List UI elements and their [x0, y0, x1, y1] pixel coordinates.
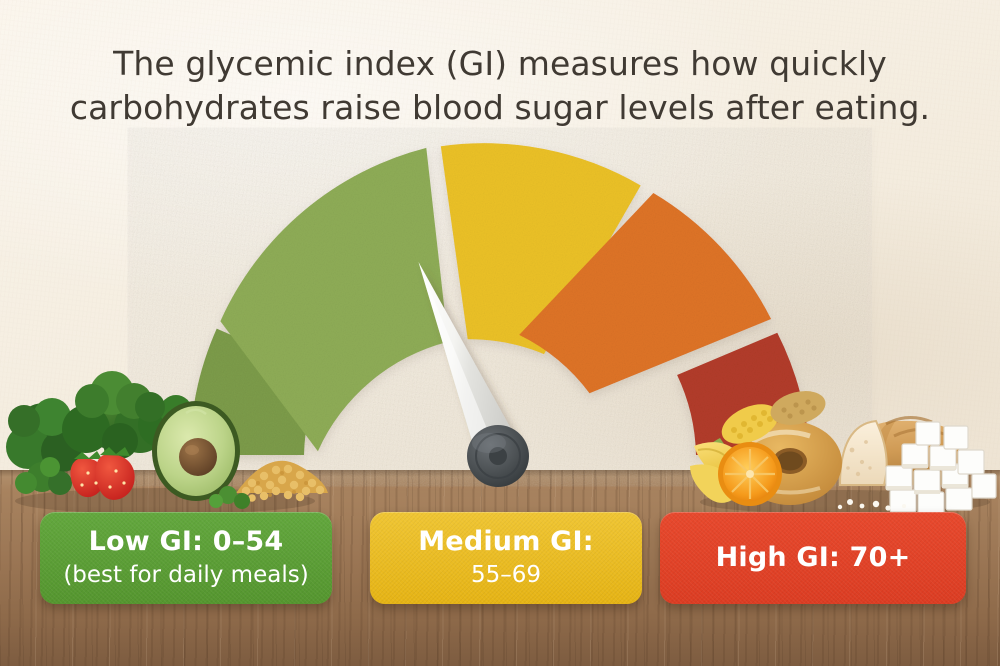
gi-legend: Low GI: 0–54 (best for daily meals) Medi… [0, 512, 1000, 622]
avocado-icon [152, 401, 240, 501]
lentils-icon [236, 460, 328, 502]
headline-line-1: The glycemic index (GI) measures how qui… [113, 44, 887, 83]
gauge-segment-high [519, 193, 772, 394]
gauge-svg [189, 143, 810, 455]
orange-icon [718, 442, 782, 506]
gauge-segment-low [220, 147, 449, 452]
low-gi-food-group [0, 355, 340, 515]
headline-line-2: carbohydrates raise blood sugar levels a… [69, 87, 931, 127]
legend-low-gi-subtitle: (best for daily meals) [63, 561, 309, 588]
legend-high-gi[interactable]: High GI: 70+ [660, 512, 966, 604]
herb-sprig-icon [209, 486, 250, 509]
corn-cob-back-icon [770, 391, 826, 425]
corn-icon [704, 404, 779, 454]
page-title: The glycemic index (GI) measures how qui… [60, 42, 940, 130]
legend-medium-gi-range: 55–69 [470, 561, 542, 588]
legend-medium-gi[interactable]: Medium GI: 55–69 [370, 512, 642, 604]
legend-high-gi-title: High GI: 70+ [715, 541, 911, 573]
gi-gauge [170, 140, 830, 480]
low-gi-food-svg [6, 371, 328, 514]
gauge-segments [189, 143, 810, 455]
legend-low-gi-title: Low GI: 0–54 [88, 525, 284, 557]
broccoli-floret-icon [15, 457, 72, 495]
high-gi-food-group [690, 350, 1000, 515]
legend-low-gi[interactable]: Low GI: 0–54 (best for daily meals) [40, 512, 332, 604]
high-gi-food-svg [690, 391, 997, 515]
strawberry-icon [70, 447, 135, 500]
legend-medium-gi-title: Medium GI: [418, 525, 594, 557]
sugar-cubes-icon [837, 421, 997, 515]
